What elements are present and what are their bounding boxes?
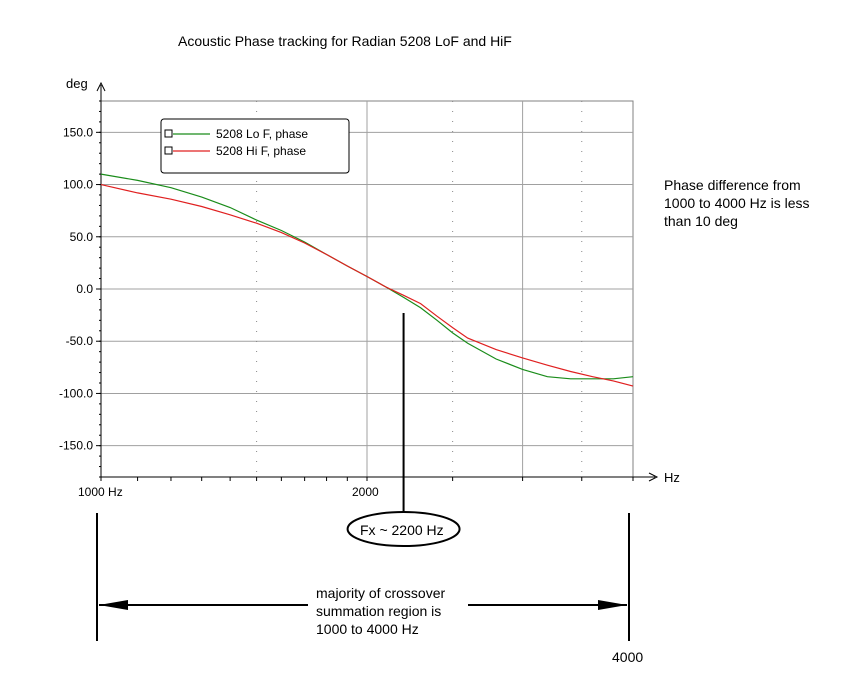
x-tick-label-2000: 2000 bbox=[352, 485, 379, 499]
y-tick-label: 150.0 bbox=[63, 125, 93, 139]
x-axis-arrow bbox=[648, 472, 659, 482]
x-axis-label: Hz bbox=[664, 470, 680, 485]
x-end-label: 4000 bbox=[612, 649, 644, 665]
region-arrow-right-head bbox=[598, 600, 627, 610]
crossover-frequency-label: Fx ~ 2200 Hz bbox=[360, 522, 444, 538]
legend-label: 5208 Lo F, phase bbox=[216, 127, 308, 141]
y-tick-label: 100.0 bbox=[63, 178, 93, 192]
legend-box bbox=[160, 118, 350, 174]
y-tick-label: -150.0 bbox=[59, 439, 93, 453]
phase-difference-note: Phase difference from 1000 to 4000 Hz is… bbox=[664, 177, 810, 229]
crossover-ellipse bbox=[346, 511, 461, 547]
y-axis-arrow bbox=[96, 81, 106, 92]
legend-marker bbox=[164, 129, 173, 138]
legend-label: 5208 Hi F, phase bbox=[216, 144, 306, 158]
chart-title: Acoustic Phase tracking for Radian 5208 … bbox=[178, 33, 512, 49]
series-line-lo-f bbox=[100, 173, 634, 380]
y-tick-label: -50.0 bbox=[66, 334, 94, 348]
series-line-hi-f bbox=[100, 184, 634, 387]
y-tick-label: -100.0 bbox=[59, 386, 93, 400]
y-tick-label: 50.0 bbox=[70, 230, 94, 244]
crossover-region-label: majority of crossover summation region i… bbox=[316, 585, 446, 637]
x-tick-label-1000: 1000 Hz bbox=[78, 485, 123, 499]
y-tick-label: 0.0 bbox=[76, 282, 93, 296]
region-arrow-left-head bbox=[99, 600, 128, 610]
y-axis-label: deg bbox=[66, 76, 88, 91]
legend-marker bbox=[164, 146, 173, 155]
